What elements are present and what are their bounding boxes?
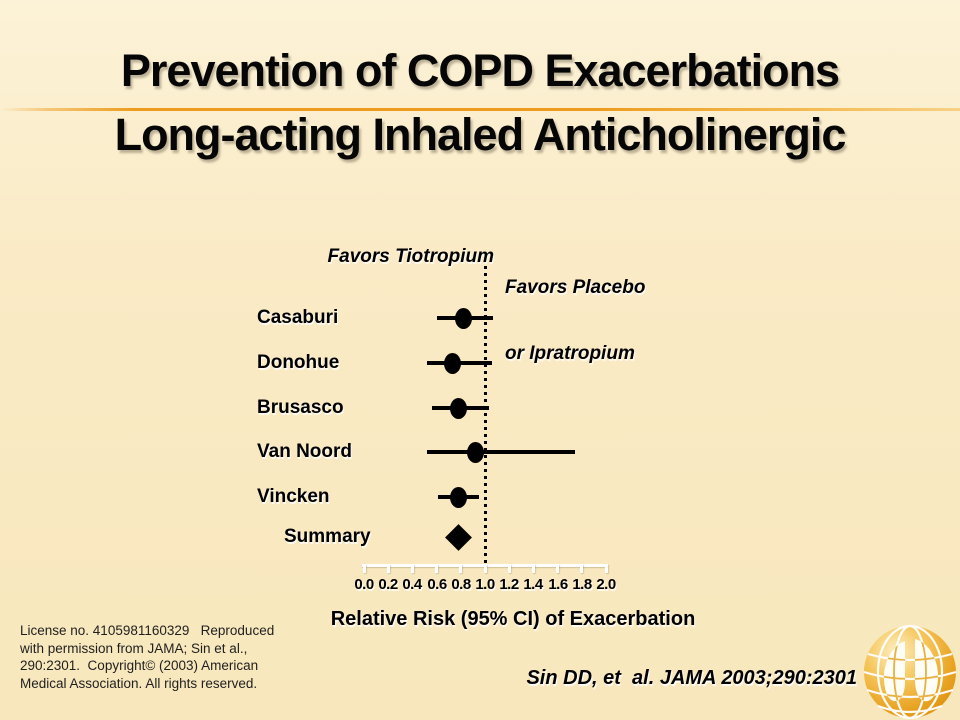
slide-title-line2: Long-acting Inhaled Anticholinergic: [114, 109, 847, 160]
license-line: 290:2301. Copyright© (2003) American: [20, 658, 259, 674]
axis-tick-label: 0.8: [451, 576, 471, 593]
axis-tick-label: 1.4: [523, 576, 543, 593]
title-divider-rule: [0, 108, 960, 111]
license-line: with permission from JAMA; Sin et al.,: [20, 640, 248, 656]
axis-tick: [484, 564, 487, 573]
license-line: License no. 4105981160329 Reproduced: [20, 623, 275, 638]
axis-tick: [411, 564, 414, 573]
axis-tick: [459, 564, 462, 573]
study-label-casaburi: Casaburi: [257, 307, 339, 328]
license-text: License no. 4105981160329 Reproduced wit…: [20, 622, 274, 692]
license-line: Medical Association. All rights reserved…: [20, 675, 258, 691]
ci-line: [427, 450, 575, 454]
favors-right-line1: Favors Placebo: [505, 277, 646, 298]
favors-right-label: Favors Placebo or Ipratropium: [505, 233, 645, 409]
axis-tick: [387, 564, 390, 573]
axis-tick-label: 0.2: [378, 576, 398, 593]
axis-tick: [435, 564, 438, 573]
study-label-summary: Summary: [284, 526, 371, 547]
axis-tick: [605, 564, 608, 573]
axis-tick: [580, 564, 583, 573]
citation-text: Sin DD, et al. JAMA 2003;290:2301: [526, 667, 857, 689]
study-label-brusasco: Brusasco: [257, 397, 344, 418]
lung-globe-logo-icon: [863, 624, 957, 720]
axis-tick-label: 0.0: [354, 576, 374, 593]
axis-tick-label: 0.6: [427, 576, 447, 593]
point-estimate-marker: [450, 397, 467, 419]
axis-tick-label: 0.4: [402, 576, 422, 593]
favors-left-label: Favors Tiotropium: [327, 246, 494, 267]
axis-tick-label: 1.2: [499, 576, 519, 593]
study-label-vincken: Vincken: [257, 486, 330, 507]
summary-diamond-marker: [445, 523, 472, 551]
slide-title-line1: Prevention of COPD Exacerbations: [120, 45, 840, 96]
reference-line-rr-1: [484, 266, 487, 566]
favors-right-line2: or Ipratropium: [505, 343, 635, 364]
axis-tick: [363, 564, 366, 573]
axis-tick-label: 1.6: [548, 576, 568, 593]
point-estimate-marker: [467, 441, 484, 463]
point-estimate-marker: [444, 352, 461, 374]
x-axis-title: Relative Risk (95% CI) of Exacerbation: [330, 608, 696, 630]
axis-tick: [532, 564, 535, 573]
axis-tick: [556, 564, 559, 573]
axis-tick-label: 2.0: [596, 576, 616, 593]
axis-tick: [508, 564, 511, 573]
axis-tick-label: 1.8: [572, 576, 592, 593]
point-estimate-marker: [450, 486, 467, 508]
axis-tick-label: 1.0: [475, 576, 495, 593]
study-label-donohue: Donohue: [257, 352, 340, 373]
point-estimate-marker: [455, 307, 472, 329]
study-label-van-noord: Van Noord: [257, 441, 353, 462]
